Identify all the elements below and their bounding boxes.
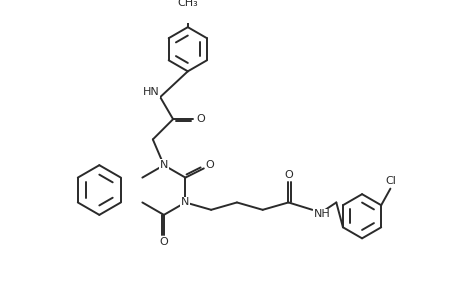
Text: HN: HN [142, 88, 159, 98]
Text: N: N [159, 160, 168, 170]
Text: NH: NH [313, 209, 330, 219]
Text: O: O [159, 238, 168, 248]
Text: O: O [206, 160, 214, 170]
Text: CH₃: CH₃ [177, 0, 198, 8]
Text: N: N [181, 197, 189, 208]
Text: O: O [284, 170, 292, 180]
Text: O: O [196, 114, 205, 124]
Text: Cl: Cl [384, 176, 395, 186]
